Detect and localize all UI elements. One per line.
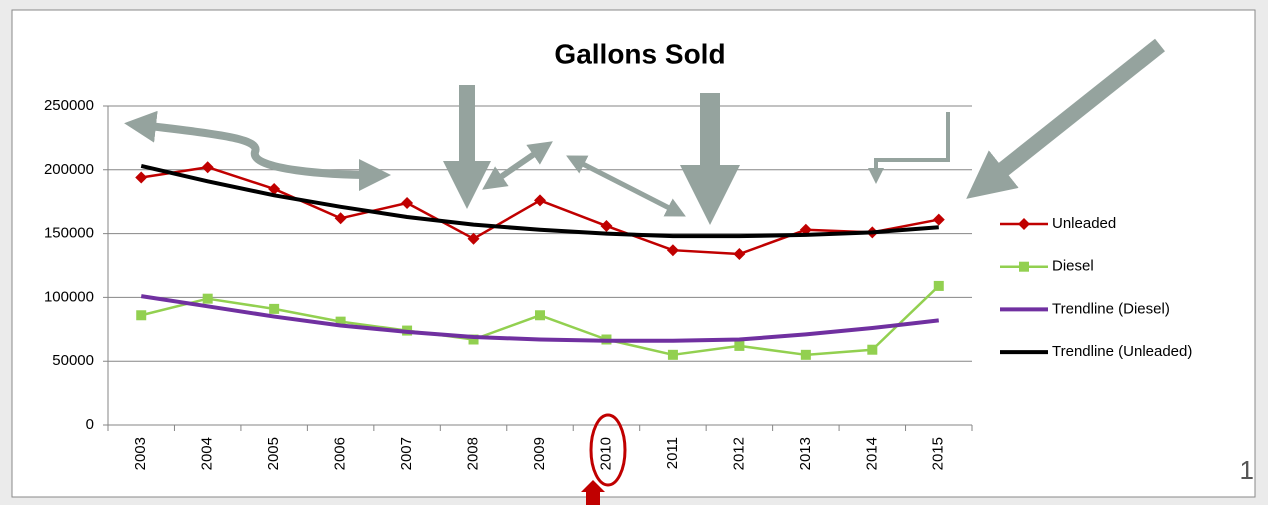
x-tick-label: 2006 (332, 437, 349, 470)
marker (600, 219, 613, 232)
marker (933, 280, 944, 291)
double-arrow (482, 141, 553, 190)
x-tick-label: 2005 (265, 437, 282, 470)
elbow-arrow (868, 112, 950, 184)
chart-title: Gallons Sold (554, 38, 725, 69)
x-tick-label: 2009 (531, 437, 548, 470)
x-tick-label: 2015 (930, 437, 947, 470)
marker (269, 303, 280, 314)
y-tick-label: 250000 (44, 97, 94, 114)
plot: 0 50000 100000 150000 200000 250000 2003 2004 20… (44, 97, 1192, 470)
marker (467, 232, 480, 245)
marker (401, 196, 414, 209)
x-tick-label: 2008 (465, 437, 482, 470)
legend-label: Unleaded (1052, 215, 1116, 232)
marker (932, 213, 945, 226)
y-tick-label: 150000 (44, 225, 94, 242)
legend-label: Trendline (Diesel) (1052, 300, 1170, 317)
double-arrow (566, 155, 686, 217)
x-tick-label: 2011 (664, 437, 681, 469)
marker (733, 248, 746, 261)
legend-marker (1018, 218, 1030, 230)
trendline (140, 294, 939, 343)
y-tick-label: 200000 (44, 161, 94, 178)
y-tick-label: 100000 (44, 288, 94, 305)
legend-label: Trendline (Unleaded) (1052, 343, 1192, 360)
y-tick-label: 50000 (52, 352, 94, 369)
diagonal-arrow (966, 38, 1165, 199)
x-tick-label: 2013 (797, 437, 814, 470)
x-tick-label: 2004 (199, 437, 216, 470)
marker (335, 316, 346, 327)
trendline (140, 164, 939, 239)
y-tick-label: 0 (86, 416, 94, 433)
x-tick-label: 2007 (398, 437, 415, 470)
pointer-arrow (581, 480, 605, 505)
slide-number: 1 (1240, 455, 1254, 485)
marker (734, 340, 745, 351)
marker (667, 349, 678, 360)
chart-frame (11, 9, 1256, 498)
marker (468, 334, 479, 345)
marker (867, 344, 878, 355)
curved-arrow (124, 110, 391, 191)
highlight-ellipse (589, 413, 627, 487)
marker (800, 349, 811, 360)
x-tick-label: 2003 (132, 437, 149, 470)
legend-marker (1019, 261, 1029, 272)
marker (334, 212, 347, 225)
marker (136, 310, 147, 321)
marker (666, 244, 679, 257)
marker (202, 293, 213, 304)
legend-label: Diesel (1052, 258, 1094, 275)
x-tick-label: 2014 (863, 437, 880, 470)
x-tick-label: 2012 (730, 437, 747, 470)
annotations (124, 38, 1165, 505)
marker (535, 310, 545, 321)
marker (534, 194, 546, 207)
x-tick-label: 2010 (597, 437, 614, 470)
